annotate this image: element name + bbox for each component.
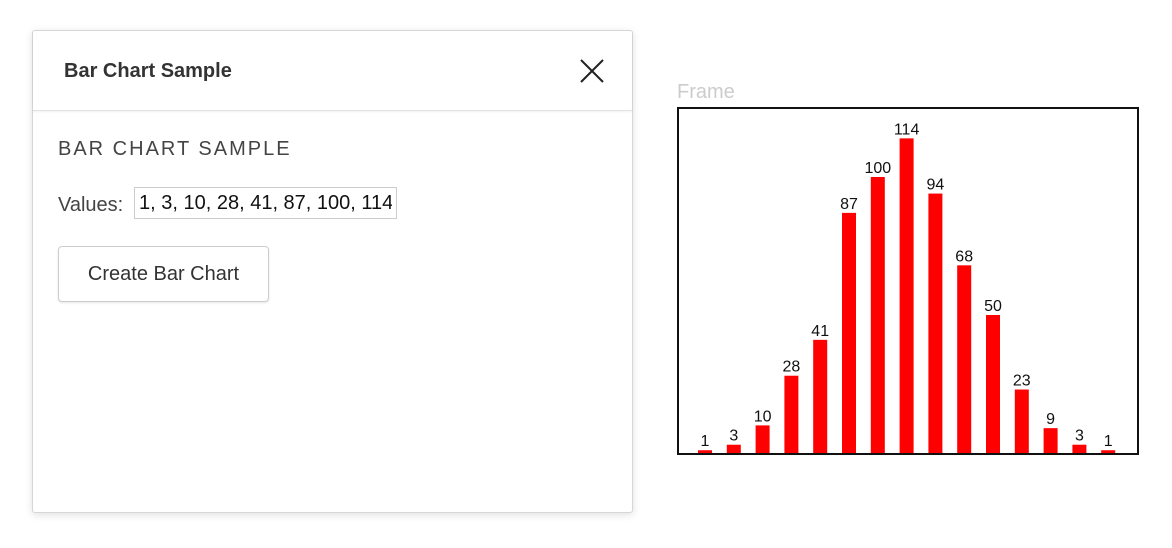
dialog-title: Bar Chart Sample xyxy=(64,60,232,82)
bar-value-label: 9 xyxy=(1046,411,1055,428)
bar-value-label: 50 xyxy=(984,298,1002,315)
values-input[interactable] xyxy=(134,187,397,219)
bar-value-label: 41 xyxy=(811,323,829,340)
bar-value-label: 68 xyxy=(955,248,973,265)
bar-value-label: 87 xyxy=(840,196,858,213)
bar xyxy=(957,265,972,453)
bar-value-label: 23 xyxy=(1013,373,1031,390)
bar xyxy=(842,212,856,453)
bar-chart: 1 3 10 28 41 87 100 114 94 68 50 23 9 3 1 xyxy=(698,121,1116,454)
bar xyxy=(870,177,885,453)
bar xyxy=(1043,428,1058,453)
bar xyxy=(986,315,1000,453)
bar xyxy=(784,375,799,453)
plugin-dialog: Bar Chart Sample BAR CHART SAMPLE Values… xyxy=(32,30,633,513)
bar xyxy=(1014,389,1029,453)
bar-value-label: 1 xyxy=(701,433,710,450)
frame-label: Frame xyxy=(677,81,735,103)
bar-value-label: 10 xyxy=(754,408,772,425)
chart-frame[interactable]: 1 3 10 28 41 87 100 114 94 68 50 23 9 3 1 xyxy=(677,107,1139,455)
close-icon[interactable] xyxy=(579,58,605,84)
bar-value-label: 3 xyxy=(1075,428,1084,445)
values-label: Values: xyxy=(58,194,124,216)
bar xyxy=(726,444,741,453)
create-bar-chart-button[interactable]: Create Bar Chart xyxy=(58,246,269,302)
bar xyxy=(698,450,712,453)
section-heading: BAR CHART SAMPLE xyxy=(58,138,292,160)
bar-value-label: 3 xyxy=(729,428,738,445)
dialog-header: Bar Chart Sample xyxy=(33,31,632,111)
bar-value-label: 28 xyxy=(783,359,801,376)
bar xyxy=(813,339,828,453)
bar xyxy=(1101,450,1116,453)
bar-value-label: 1 xyxy=(1104,433,1113,450)
bar-value-label: 114 xyxy=(894,121,920,138)
bar xyxy=(755,425,770,453)
bar-value-label: 100 xyxy=(864,160,891,177)
bar xyxy=(899,138,914,454)
bar xyxy=(1072,444,1087,453)
bar-value-label: 94 xyxy=(927,177,945,194)
bar xyxy=(928,193,943,453)
